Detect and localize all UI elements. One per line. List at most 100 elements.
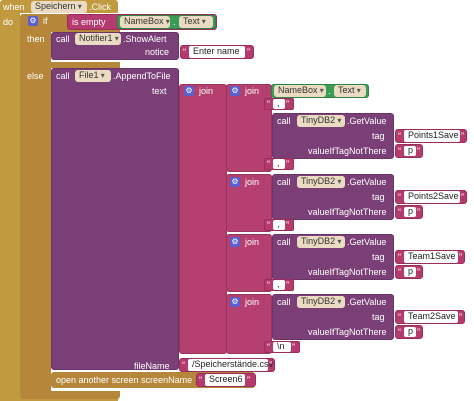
file-call-block[interactable] <box>51 68 179 370</box>
join-3-mutator-icon[interactable]: ⚙ <box>230 237 240 247</box>
comma-4-field[interactable]: , <box>273 280 285 290</box>
tinydb-call-2-block[interactable] <box>272 174 394 220</box>
notifier-call-label: call <box>56 34 70 44</box>
newline-quote-open: “ <box>267 342 270 352</box>
filename-quote-open: “ <box>182 360 185 370</box>
open-screen-label: open another screen screenName <box>56 375 193 385</box>
tinydb-2-default-quote-open: “ <box>398 207 401 217</box>
tinydb-2-tag-quote-open: “ <box>398 192 401 202</box>
tinydb-2-default-quote-close: ” <box>417 207 420 217</box>
else-label: else <box>27 71 44 81</box>
tinydb-4-default-label: valueIfTagNotThere <box>308 327 387 337</box>
tinydb-4-component-dropdown[interactable]: TinyDB2 <box>297 296 345 308</box>
notifier-method-label: .ShowAlert <box>123 34 167 44</box>
screen-quote-close: ” <box>247 375 250 385</box>
notice-quote-open: “ <box>183 47 186 57</box>
event-component-dropdown[interactable]: Speichern <box>31 1 87 13</box>
comma-4-quote-open: “ <box>267 280 270 290</box>
tinydb-1-default-quote-close: ” <box>417 146 420 156</box>
tinydb-3-component-dropdown[interactable]: TinyDB2 <box>297 236 345 248</box>
tinydb-3-tag-quote-close: ” <box>459 252 462 262</box>
is-empty-label: is empty <box>72 17 106 27</box>
tinydb-1-method-label: .GetValue <box>347 116 387 126</box>
notice-label: notice <box>145 47 170 57</box>
join-4-mutator-icon[interactable]: ⚙ <box>230 297 240 307</box>
screen-quote-open: “ <box>199 375 202 385</box>
tinydb-4-method-label: .GetValue <box>347 297 387 307</box>
comma-2-quote-open: “ <box>267 159 270 169</box>
notifier-component-dropdown[interactable]: Notifier1 <box>75 33 121 45</box>
tinydb-3-default-quote-open: “ <box>398 267 401 277</box>
then-label: then <box>27 34 45 44</box>
tinydb-3-tag-quote-open: “ <box>398 252 401 262</box>
join-namebox-dropdown[interactable]: NameBox <box>274 85 326 97</box>
join-1-label: join <box>245 86 260 96</box>
join-2-mutator-icon[interactable]: ⚙ <box>230 177 240 187</box>
comma-3-quote-open: “ <box>267 220 270 230</box>
screen-field[interactable]: Screen6 <box>205 374 245 386</box>
tinydb-2-tag-field[interactable]: Points2Save <box>404 191 460 203</box>
tinydb-1-tag-field[interactable]: Points1Save <box>404 130 460 142</box>
filename-quote-close: ” <box>269 360 272 370</box>
join-2-label: join <box>245 177 260 187</box>
outer-join-label: join <box>199 86 214 96</box>
comma-3-field[interactable]: , <box>273 220 285 230</box>
when-label: when <box>3 2 25 12</box>
outer-join-mutator-icon[interactable]: ⚙ <box>184 86 194 96</box>
tinydb-4-tag-field[interactable]: Team2Save <box>404 311 458 323</box>
join-3-label: join <box>245 237 260 247</box>
do-label: do <box>3 17 14 27</box>
tinydb-4-default-field[interactable]: p <box>404 327 416 337</box>
comma-2-field[interactable]: , <box>273 159 285 169</box>
tinydb-2-component-dropdown[interactable]: TinyDB2 <box>297 176 345 188</box>
tinydb-2-default-field[interactable]: p <box>404 207 416 217</box>
tinydb-1-call-label: call <box>277 116 291 126</box>
tinydb-2-tag-quote-close: ” <box>461 192 464 202</box>
comma-1-field[interactable]: , <box>273 99 285 109</box>
if-mutator-icon[interactable]: ⚙ <box>28 16 38 26</box>
tinydb-4-default-quote-open: “ <box>398 327 401 337</box>
tinydb-2-default-label: valueIfTagNotThere <box>308 207 387 217</box>
tinydb-1-default-quote-open: “ <box>398 146 401 156</box>
dot-label: . <box>173 17 176 27</box>
text-property-dropdown[interactable]: Text <box>179 16 213 28</box>
tinydb-3-call-label: call <box>277 237 291 247</box>
tinydb-3-method-label: .GetValue <box>347 237 387 247</box>
comma-3-quote-close: ” <box>286 220 289 230</box>
tinydb-3-tag-field[interactable]: Team1Save <box>404 251 458 263</box>
filename-field[interactable]: /Speicherstände.csv <box>188 359 273 371</box>
file-component-dropdown[interactable]: File1 <box>75 70 111 82</box>
comma-1-quote-open: “ <box>267 99 270 109</box>
comma-2-quote-close: ” <box>286 159 289 169</box>
tinydb-4-tag-label: tag <box>372 312 385 322</box>
join-dot-label: . <box>328 86 331 96</box>
tinydb-1-component-dropdown[interactable]: TinyDB2 <box>297 115 345 127</box>
comma-4-quote-close: ” <box>286 280 289 290</box>
tinydb-4-call-label: call <box>277 297 291 307</box>
tinydb-3-default-field[interactable]: p <box>404 267 416 277</box>
filename-label: fileName <box>134 361 170 371</box>
tinydb-1-default-label: valueIfTagNotThere <box>308 146 387 156</box>
tinydb-2-method-label: .GetValue <box>347 177 387 187</box>
comma-1-quote-close: ” <box>286 99 289 109</box>
tinydb-1-default-field[interactable]: p <box>404 146 416 156</box>
notice-text-field[interactable]: Enter name <box>189 46 245 58</box>
tinydb-2-call-label: call <box>277 177 291 187</box>
tinydb-3-default-label: valueIfTagNotThere <box>308 267 387 277</box>
file-call-label: call <box>56 71 70 81</box>
newline-quote-close: ” <box>292 342 295 352</box>
tinydb-4-default-quote-close: ” <box>417 327 420 337</box>
tinydb-1-tag-label: tag <box>372 131 385 141</box>
event-name-label: .Click <box>89 2 111 12</box>
notice-quote-close: ” <box>247 47 250 57</box>
tinydb-1-tag-quote-close: ” <box>461 131 464 141</box>
tinydb-3-default-quote-close: ” <box>417 267 420 277</box>
tinydb-1-tag-quote-open: “ <box>398 131 401 141</box>
namebox-dropdown[interactable]: NameBox <box>120 16 170 28</box>
tinydb-4-tag-quote-open: “ <box>398 312 401 322</box>
join-text-dropdown[interactable]: Text <box>334 85 366 97</box>
text-label: text <box>152 86 167 96</box>
join-1-mutator-icon[interactable]: ⚙ <box>230 86 240 96</box>
newline-field[interactable]: \n <box>273 342 291 352</box>
outer-join-block[interactable] <box>179 84 227 354</box>
